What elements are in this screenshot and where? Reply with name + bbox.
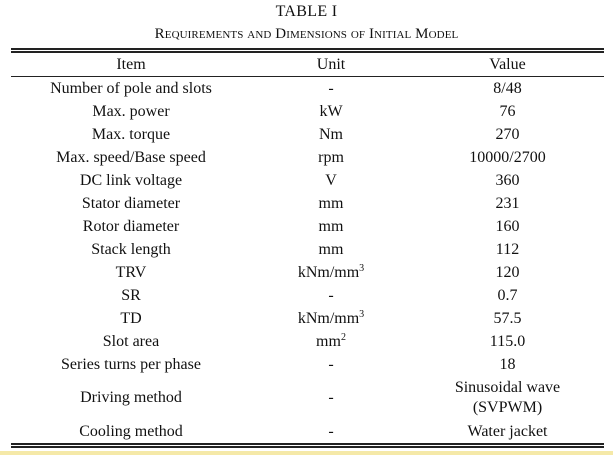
row-item: Cooling method [79,423,183,440]
row-unit: - [328,80,334,97]
table-row: DC link voltage V 360 [11,169,604,192]
table-row: Stator diameter mm 231 [11,192,604,215]
row-unit: Nm [319,126,343,143]
row-value: Sinusoidal wave (SVPWM) [411,376,604,420]
row-unit: kNm/mm3 [251,261,411,284]
row-value: 112 [495,241,520,258]
table-row: Cooling method - Water jacket [11,420,604,443]
row-unit: V [325,172,337,189]
table-row: Number of pole and slots - 8/48 [11,77,604,100]
table-header-row: Item Unit Value [11,54,604,76]
row-unit: - [328,389,334,406]
row-value: 120 [495,264,520,281]
row-item: TRV [115,264,147,281]
row-unit: mm [318,218,344,235]
header-item: Item [116,56,146,73]
row-item: Series turns per phase [61,356,201,373]
value-line-1: Sinusoidal wave [454,379,561,396]
unit-text: kNm/mm [297,310,360,327]
row-value: 160 [495,218,520,235]
row-item: Max. speed/Base speed [56,149,206,166]
row-value: 8/48 [493,80,522,97]
bottom-rule-inner [11,446,604,448]
row-unit: mm2 [251,330,411,353]
row-item: SR [121,287,141,304]
row-unit: mm [318,241,344,258]
unit-text: mm [316,333,341,350]
row-item: Driving method [80,389,182,406]
table-row: TRV kNm/mm3 120 [11,261,604,284]
row-value: 360 [495,172,520,189]
table-row: Max. torque Nm 270 [11,123,604,146]
row-item: Rotor diameter [82,218,180,235]
row-item: DC link voltage [79,172,183,189]
table-caption: Requirements and Dimensions of Initial M… [154,26,459,42]
row-value: 270 [495,126,520,143]
table-row: SR - 0.7 [11,284,604,307]
row-item: Number of pole and slots [50,80,212,97]
header-unit: Unit [316,56,346,73]
row-item: TD [120,310,142,327]
row-item: Max. torque [91,126,171,143]
row-item: Max. power [92,103,170,120]
table-row: Max. speed/Base speed rpm 10000/2700 [11,146,604,169]
table-row: Rotor diameter mm 160 [11,215,604,238]
table-row: Driving method - Sinusoidal wave (SVPWM) [11,376,604,420]
unit-text: kNm/mm [297,264,360,281]
value-line-2: (SVPWM) [472,399,543,416]
top-rule [11,48,604,50]
table-row: Series turns per phase - 18 [11,353,604,376]
row-unit: - [328,287,334,304]
header-rule [11,76,604,77]
table-row: Stack length mm 112 [11,238,604,261]
row-unit: - [328,356,334,373]
bottom-rule [11,443,604,445]
row-item: Slot area [102,333,160,350]
row-value: 0.7 [497,287,518,304]
row-unit: kW [319,103,343,120]
row-value: 57.5 [493,310,522,327]
unit-superscript: 3 [359,263,365,274]
row-unit: rpm [318,149,344,166]
row-value: 76 [499,103,516,120]
row-value: 231 [495,195,520,212]
header-value: Value [489,56,526,73]
row-unit: mm [318,195,344,212]
row-value: Water jacket [467,423,548,440]
row-unit: kNm/mm3 [251,307,411,330]
row-unit: - [328,423,334,440]
table-row: TD kNm/mm3 57.5 [11,307,604,330]
page-edge-strip [0,451,613,455]
row-value: 18 [499,356,516,373]
unit-superscript: 2 [340,332,346,343]
table-row: Slot area mm2 115.0 [11,330,604,353]
table-label: TABLE I [275,3,338,20]
table-row: Max. power kW 76 [11,100,604,123]
unit-superscript: 3 [359,309,365,320]
row-item: Stack length [91,241,171,258]
row-item: Stator diameter [81,195,181,212]
top-rule-inner [11,51,604,53]
row-value: 115.0 [489,333,526,350]
row-value: 10000/2700 [469,149,546,166]
